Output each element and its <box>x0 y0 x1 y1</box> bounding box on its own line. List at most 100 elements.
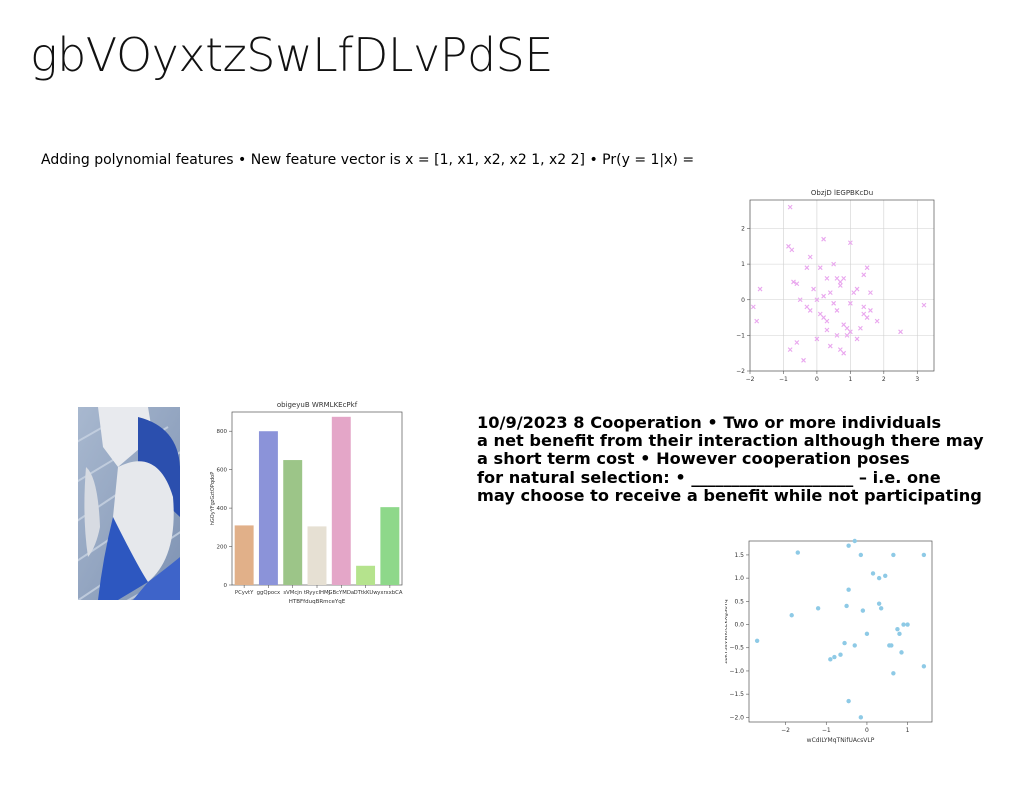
scatter-point <box>854 336 860 342</box>
x-axis-label: wCdILYMqTNifUAcsVLP <box>807 737 875 744</box>
scatter-point <box>794 281 800 287</box>
scatter-point <box>837 347 843 353</box>
bar <box>234 525 254 585</box>
scatter-point <box>858 325 863 331</box>
scatter-point <box>794 340 800 345</box>
y-tick-label: 0 <box>224 583 228 589</box>
scatter-point <box>807 308 813 313</box>
scatter-point <box>827 343 833 349</box>
scatter-point <box>838 652 843 657</box>
x-tick-label: DTtkKUw <box>354 590 379 596</box>
scatter-chart-2: −2 −1 0 1 −2.0 −1.5 −1.0 −0.5 0.0 0.5 1.0 1.5 wCdILY… <box>725 538 933 744</box>
scatter-point <box>834 308 840 313</box>
x-tick-label: −1 <box>822 727 831 734</box>
scatter-point <box>898 329 903 335</box>
scatter-point <box>841 322 847 328</box>
scatter-point <box>901 622 906 627</box>
y-tick-label: 400 <box>217 506 228 512</box>
x-tick-label: 1 <box>848 376 852 383</box>
y-tick-label: 0 <box>741 297 745 304</box>
scatter-point <box>797 297 803 303</box>
scatter-point <box>846 698 851 704</box>
scatter-point <box>852 643 857 648</box>
bar <box>356 565 376 585</box>
body-line: a short term cost • However cooperation … <box>477 449 910 469</box>
scatter-point <box>899 650 904 655</box>
scatter-point <box>889 643 894 648</box>
scatter-point <box>824 318 830 324</box>
chart-title: obigeyuB WRMLKEcPkf <box>277 401 358 409</box>
scatter-point <box>789 613 794 618</box>
chart-title: ObzjD lEGPBKcDu <box>811 189 873 197</box>
scatter-point <box>891 671 896 676</box>
scatter-point <box>842 640 847 646</box>
scatter-point <box>827 290 833 296</box>
y-tick-label: 1 <box>741 261 745 268</box>
scatter-point <box>750 304 756 310</box>
scatter-point <box>817 265 823 271</box>
scatter-point <box>804 304 810 310</box>
scatter-point <box>844 325 850 331</box>
scatter-point <box>787 204 793 210</box>
y-tick-label: −2 <box>736 368 745 375</box>
scatter-point <box>874 318 880 324</box>
scatter-point <box>858 715 864 720</box>
bar-chart: obigeyuB WRMLKEcPkf 0 200 400 600 800 PCyvtY gg… <box>210 401 403 605</box>
scatter-point <box>921 664 927 669</box>
scatter-point <box>754 638 760 643</box>
bar <box>258 431 278 585</box>
scatter-point <box>861 272 867 278</box>
y-tick-label: 1.5 <box>734 552 744 559</box>
scatter-point <box>868 308 873 313</box>
y-tick-label: 200 <box>217 545 228 551</box>
bar <box>283 460 303 585</box>
plot-frame <box>748 540 933 723</box>
scatter-point <box>897 631 902 637</box>
scatter-point <box>831 261 837 267</box>
scatter-point <box>789 247 795 253</box>
y-tick-label: −1 <box>736 332 745 339</box>
y-tick-label: 0.5 <box>734 598 744 605</box>
y-tick-label: 0.0 <box>734 622 744 629</box>
scatter-point <box>847 329 853 335</box>
scatter-point <box>757 286 763 292</box>
y-tick-label: −2.0 <box>729 714 744 721</box>
y-tick-label: 2 <box>741 226 745 233</box>
y-tick-label: −0.5 <box>729 645 744 652</box>
x-tick-label: yxrxxbCA <box>377 590 403 596</box>
x-tick-label: −1 <box>779 376 788 383</box>
scatter-point <box>831 300 837 306</box>
scatter-point <box>876 601 882 606</box>
scatter-point <box>883 573 888 579</box>
slide-title: gbVOyxtzSwLfDLvPdSE <box>30 28 553 82</box>
scatter-point <box>846 587 851 592</box>
x-axis-label: HTBFfduqBRmceYqE <box>289 599 346 605</box>
scatter-point <box>921 302 927 308</box>
scatter-point <box>821 315 826 320</box>
plot-frame <box>749 199 935 372</box>
x-tick-label: PCyvtY <box>235 590 254 596</box>
body-line: may choose to receive a benefit while no… <box>477 485 982 505</box>
scatter-point <box>921 552 927 558</box>
scatter-point <box>844 603 849 609</box>
scatter-point <box>821 236 826 242</box>
scatter-point <box>861 311 867 317</box>
x-tick-label: −2 <box>781 727 790 734</box>
scatter-point <box>832 654 837 660</box>
y-axis-label: zbkYSsVWkfcEkXgSoYq <box>725 599 729 663</box>
y-axis-label: hGOyYFgzGztOPqdoP <box>210 472 216 526</box>
bar <box>307 526 327 585</box>
bar <box>380 507 400 585</box>
scatter-point <box>791 279 796 285</box>
scatter-point <box>860 608 866 613</box>
scatter-point <box>851 290 857 296</box>
scatter-point <box>905 622 910 627</box>
body-line: for natural selection: • _______________… <box>477 467 941 487</box>
scatter-point <box>824 275 830 281</box>
y-tick-label: −1.0 <box>729 668 744 675</box>
x-tick-label: 0 <box>865 727 869 734</box>
body-line: a net benefit from their interaction alt… <box>477 431 984 451</box>
scatter-point <box>834 275 840 281</box>
scatter-point <box>786 243 791 249</box>
scatter-point <box>854 286 860 292</box>
